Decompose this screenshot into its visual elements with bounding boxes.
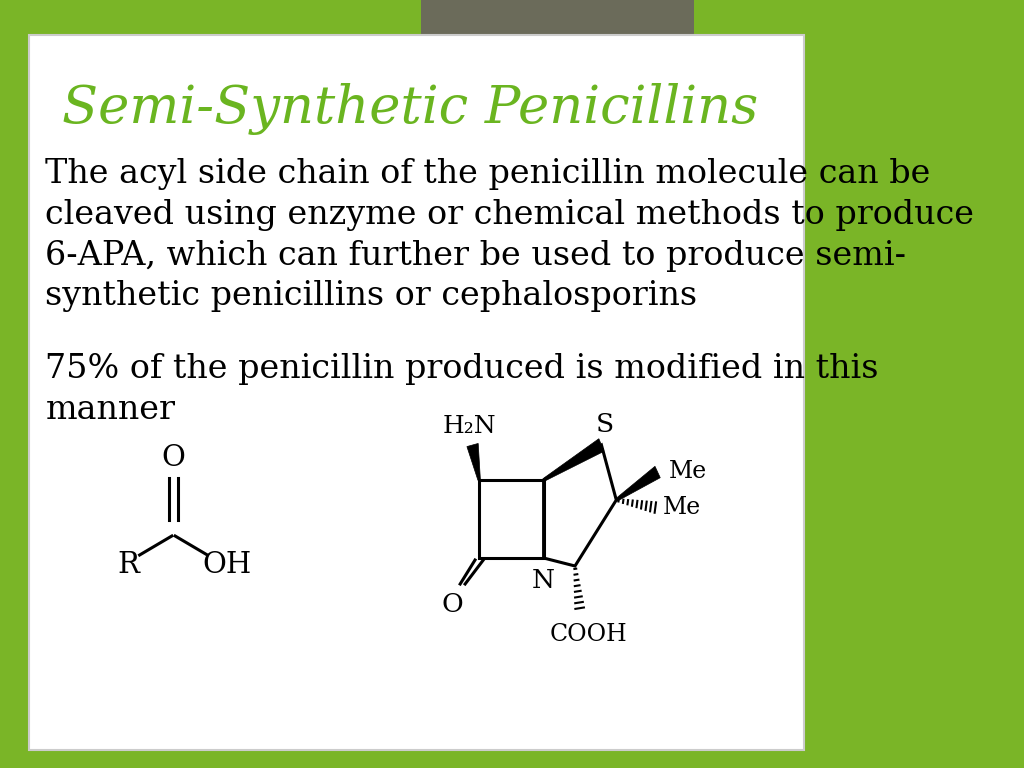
Text: OH: OH <box>203 551 252 579</box>
Text: 75% of the penicillin produced is modified in this
manner: 75% of the penicillin produced is modifi… <box>45 353 879 425</box>
Text: O: O <box>162 444 185 472</box>
Text: N: N <box>532 568 555 593</box>
Bar <box>421 0 694 103</box>
FancyBboxPatch shape <box>29 35 804 750</box>
Text: Me: Me <box>669 461 708 484</box>
Polygon shape <box>467 443 480 480</box>
Text: H₂N: H₂N <box>442 415 496 438</box>
Polygon shape <box>615 466 660 502</box>
Text: S: S <box>596 412 613 437</box>
Text: R: R <box>117 551 139 579</box>
Polygon shape <box>543 439 604 482</box>
Text: Me: Me <box>663 495 700 518</box>
Text: COOH: COOH <box>550 623 627 646</box>
Text: Semi-Synthetic Penicillins: Semi-Synthetic Penicillins <box>62 83 758 135</box>
Text: The acyl side chain of the penicillin molecule can be
cleaved using enzyme or ch: The acyl side chain of the penicillin mo… <box>45 158 975 313</box>
Text: O: O <box>441 591 464 617</box>
